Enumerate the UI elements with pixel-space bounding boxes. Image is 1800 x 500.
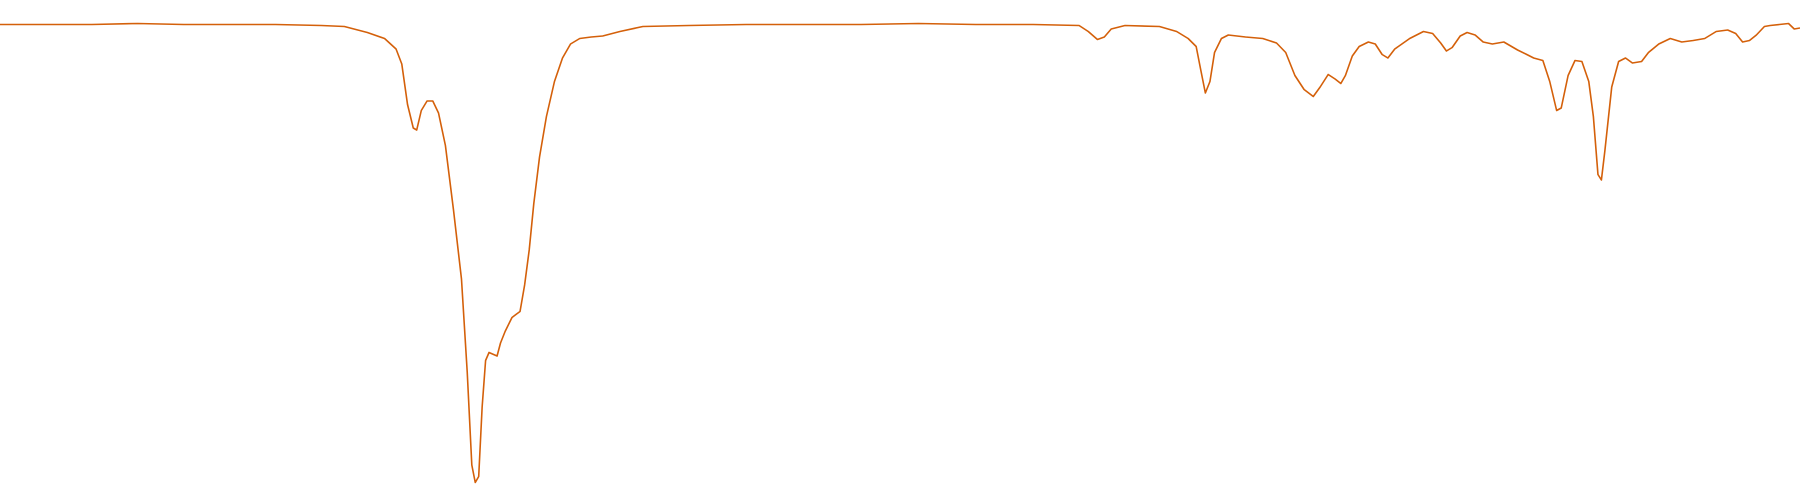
spectrum-line — [0, 22, 1800, 484]
